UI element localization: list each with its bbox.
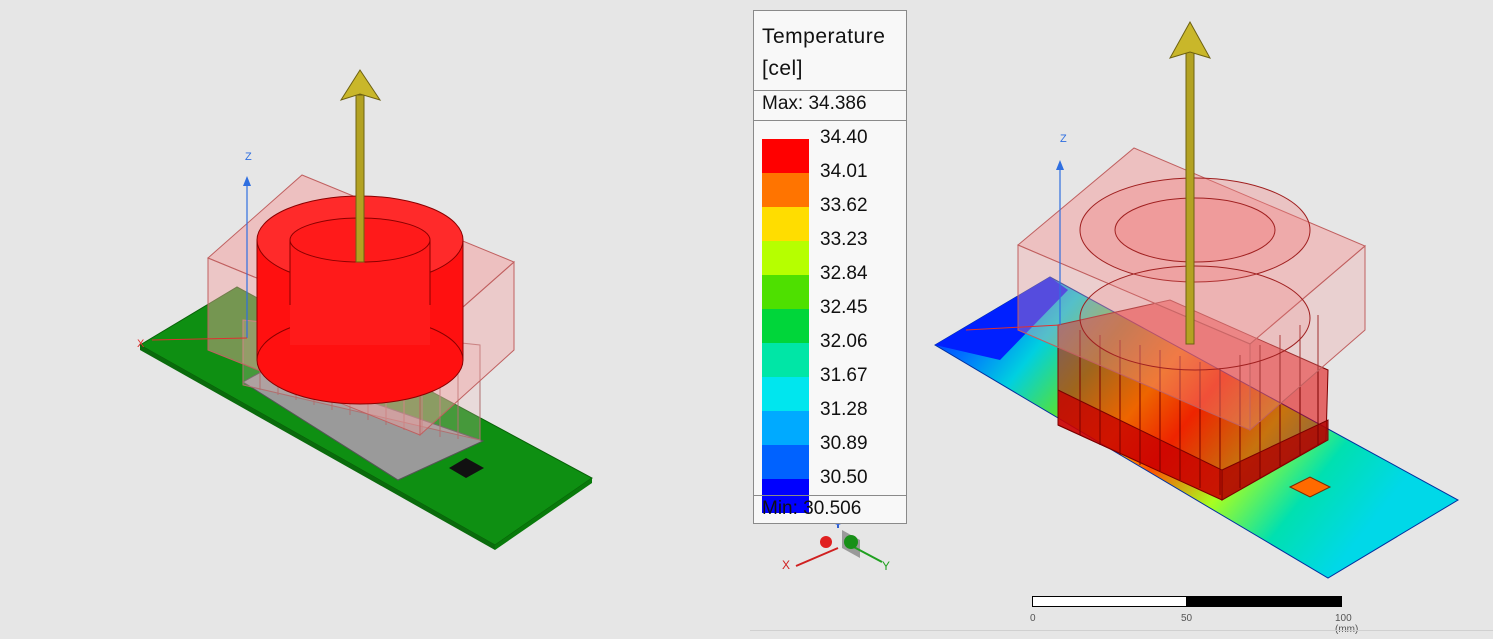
- pcb-board-edge: [140, 345, 495, 550]
- scale-bar: 0 50 100 (mm): [1030, 596, 1358, 635]
- view-divider: [750, 630, 1493, 631]
- temperature-view[interactable]: Z X Y: [750, 0, 1493, 639]
- legend-swatch: [762, 445, 809, 479]
- legend-swatch: [762, 411, 809, 445]
- legend-tick-label: 32.45: [820, 297, 868, 318]
- legend-swatch: [762, 241, 809, 275]
- temperature-model[interactable]: Z X Y: [750, 0, 1493, 639]
- scale-label-mid: 50: [1181, 613, 1193, 624]
- axis-label-z: Z: [245, 151, 252, 163]
- triad-label-x: X: [782, 558, 790, 572]
- chip: [449, 458, 484, 478]
- legend-tick-label: 32.06: [820, 331, 868, 352]
- legend-tick-label: 32.84: [820, 263, 868, 284]
- temperature-legend[interactable]: Temperature [cel] Max: 34.386 34.40 34.01…: [753, 10, 907, 524]
- legend-tick-label: 33.23: [820, 229, 868, 250]
- flow-arrow-icon: [339, 69, 382, 263]
- legend-title-quantity: Temperature: [762, 25, 886, 48]
- legend-max: Max: 34.386: [754, 91, 906, 121]
- scale-bar-white-segment: [1032, 596, 1187, 607]
- pcb-board-side: [495, 478, 592, 550]
- legend-min: Min: 30.506: [754, 495, 906, 523]
- axis-triad-icon: [151, 176, 251, 341]
- legend-swatch: [762, 173, 809, 207]
- legend-swatch: [762, 207, 809, 241]
- legend-swatch: [762, 139, 809, 173]
- legend-tick-label: 30.89: [820, 433, 868, 454]
- legend-swatch: [762, 275, 809, 309]
- axis-label-x: X: [137, 338, 145, 350]
- chip-hotspot: [1288, 476, 1332, 498]
- legend-swatch: [762, 479, 809, 513]
- legend-tick-label: 34.40: [820, 127, 868, 148]
- legend-title: Temperature [cel]: [754, 11, 906, 91]
- legend-tick-label: 31.28: [820, 399, 868, 420]
- scale-label-zero: 0: [1030, 613, 1036, 624]
- legend-tick-label: 34.01: [820, 161, 868, 182]
- heatsink-fins: [1057, 299, 1329, 501]
- legend-swatch: [762, 377, 809, 411]
- legend-title-unit: [cel]: [762, 57, 804, 80]
- geometry-view[interactable]: Z X: [0, 0, 750, 639]
- legend-tick-label: 31.67: [820, 365, 868, 386]
- axis-label-z: Z: [1060, 133, 1067, 145]
- legend-tick-label: 33.62: [820, 195, 868, 216]
- geometry-model[interactable]: Z X: [0, 0, 750, 639]
- legend-swatch: [762, 309, 809, 343]
- scale-bar-black-segment: [1187, 596, 1342, 607]
- cold-zone: [935, 277, 1068, 360]
- fan-cylinder: [1079, 177, 1311, 371]
- legend-swatch: [762, 343, 809, 377]
- legend-color-scale: 34.40 34.01 33.62 33.23 32.84 32.45 32.06 31.67…: [754, 121, 906, 513]
- legend-tick-label: 30.50: [820, 467, 868, 488]
- triad-label-y: Y: [882, 559, 890, 573]
- axis-triad-icon: [965, 160, 1064, 331]
- scale-label-end: 100 (mm): [1335, 613, 1358, 635]
- flow-arrow-icon: [1168, 20, 1212, 345]
